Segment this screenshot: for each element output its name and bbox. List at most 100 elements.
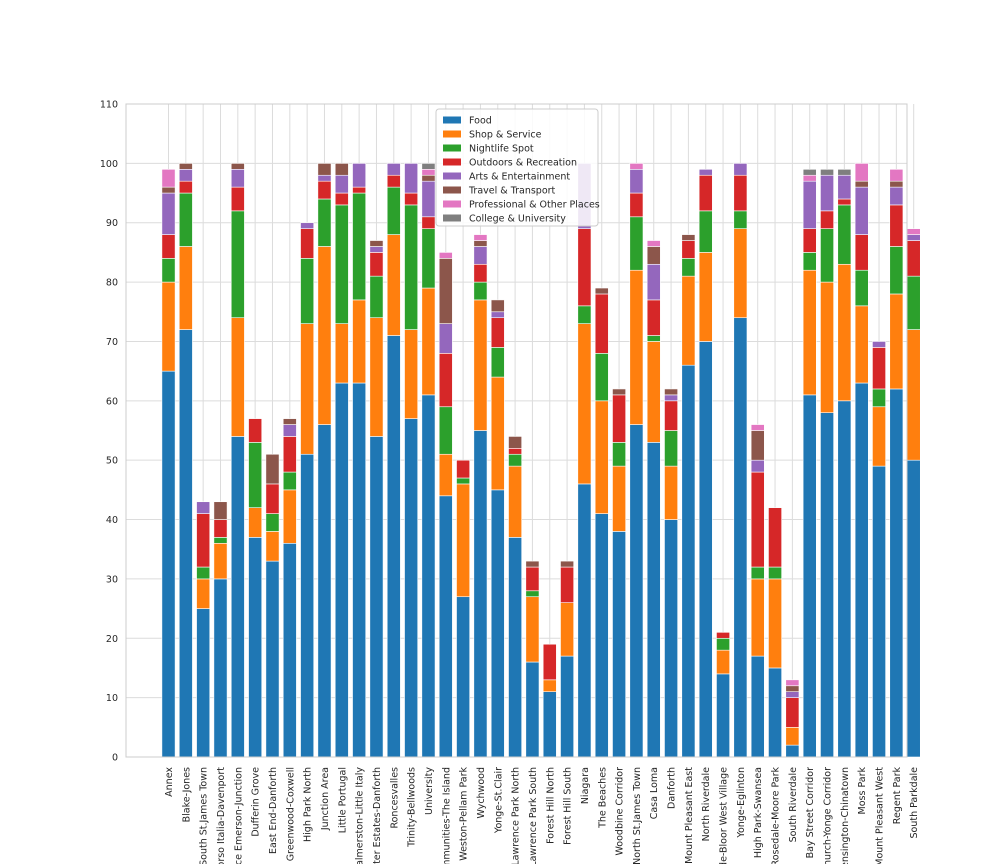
bar-segment — [352, 163, 367, 188]
x-tick-label: Lawrence Park South — [528, 767, 539, 864]
bar-segment — [560, 566, 574, 603]
bar-segment — [820, 412, 834, 758]
bar-segment — [768, 578, 782, 669]
bar-segment — [456, 483, 471, 598]
bar-segment — [265, 453, 280, 485]
bar-segment — [508, 453, 522, 467]
bar-segment — [282, 424, 297, 437]
bar-segment — [178, 169, 193, 182]
x-tick-label: Wychwood — [476, 767, 487, 819]
bar-segment — [490, 376, 505, 491]
bar-segment — [906, 329, 921, 461]
bar-segment — [854, 305, 869, 384]
x-tick-label: East End-Danforth — [268, 767, 279, 854]
bar-segment — [889, 169, 904, 182]
bar-segment — [386, 163, 401, 176]
bar-segment — [196, 608, 211, 758]
bar-segment — [802, 394, 817, 758]
bar-segment — [820, 281, 834, 413]
bar-segment — [248, 507, 263, 538]
bar-segment — [317, 174, 332, 182]
bar-segment — [889, 204, 904, 247]
x-tick-label: Annex — [164, 767, 175, 797]
bar-segment — [872, 388, 886, 408]
bar-segment — [404, 418, 419, 758]
legend-label: Shop & Service — [469, 130, 542, 141]
bar-segment — [733, 163, 748, 176]
x-tick-label: Forest Hill South — [563, 767, 574, 845]
bar-segment — [906, 228, 921, 235]
bars — [161, 163, 921, 758]
bar-segment — [265, 560, 280, 758]
bar-segment — [906, 459, 921, 758]
bar-segment — [490, 317, 505, 348]
bar-segment — [750, 471, 765, 568]
bar-segment — [837, 198, 852, 206]
bar-segment — [438, 323, 453, 354]
bar-segment — [889, 180, 904, 188]
bar-segment — [889, 186, 904, 206]
bar-segment — [473, 240, 488, 247]
bar-segment — [334, 204, 349, 324]
x-tick-label: South St.James Town — [199, 767, 210, 864]
bar-segment — [820, 228, 834, 283]
bar-segment — [629, 169, 644, 194]
x-tick-label: Danforth — [667, 767, 678, 809]
bar-segment — [178, 192, 193, 247]
y-tick-label: 110 — [100, 100, 118, 111]
bar-segment — [577, 228, 592, 307]
bar-segment — [196, 513, 211, 568]
bar-segment — [230, 436, 245, 758]
bar-segment — [646, 299, 661, 336]
x-tick-label: Palmerston-Little Italy — [355, 767, 366, 864]
legend-label: Arts & Entertainment — [469, 172, 570, 183]
bar-segment — [490, 311, 505, 319]
y-tick-label: 50 — [106, 456, 118, 467]
bar-segment — [230, 210, 245, 319]
x-tick-label: South Riverdale — [788, 767, 799, 843]
x-tick-label: North Riverdale — [701, 767, 712, 842]
bar-segment — [681, 364, 696, 758]
bar-segment — [473, 246, 488, 265]
x-tick-label: High Park-Swansea — [753, 767, 764, 858]
bar-segment — [854, 382, 869, 758]
x-tick-label: Forest Hill North — [545, 767, 556, 844]
bar-segment — [872, 465, 886, 758]
x-tick-label: Bay Street Corridor — [805, 767, 816, 858]
bar-segment — [594, 287, 609, 295]
bar-segment — [612, 465, 626, 532]
bar-segment — [421, 180, 436, 218]
bar-segment — [698, 252, 713, 342]
bar-segment — [889, 246, 904, 295]
bar-segment — [352, 192, 367, 301]
bar-segment — [248, 442, 263, 508]
legend-swatch — [443, 130, 461, 138]
bar-segment — [161, 192, 176, 235]
bar-segment — [473, 299, 488, 431]
bar-segment — [490, 347, 505, 378]
bar-segment — [802, 252, 817, 271]
bar-segment — [525, 661, 540, 758]
bar-segment — [317, 424, 332, 758]
bar-segment — [352, 186, 367, 194]
bar-segment — [872, 347, 886, 390]
bar-segment — [889, 388, 904, 758]
bar-segment — [629, 424, 644, 758]
y-tick-label: 80 — [106, 278, 118, 289]
x-tick-label: de-Bloor West Village — [719, 767, 730, 864]
x-tick-label: Niagara — [580, 767, 591, 804]
bar-segment — [334, 192, 349, 206]
x-tick-label: Rosedale-Moore Park — [771, 767, 782, 864]
y-tick-label: 0 — [112, 753, 118, 764]
legend-label: Outdoors & Recreation — [469, 158, 577, 169]
bar-segment — [560, 655, 574, 758]
y-tick-label: 30 — [106, 574, 118, 585]
bar-segment — [681, 275, 696, 366]
bar-segment — [750, 430, 765, 461]
bar-segment — [837, 400, 852, 758]
x-tick-label: Yonge-St.Clair — [493, 767, 504, 834]
bar-segment — [386, 234, 401, 336]
bar-segment — [178, 180, 193, 194]
bar-segment — [456, 477, 471, 485]
x-tick-label: Woodbine Corridor — [615, 767, 626, 856]
